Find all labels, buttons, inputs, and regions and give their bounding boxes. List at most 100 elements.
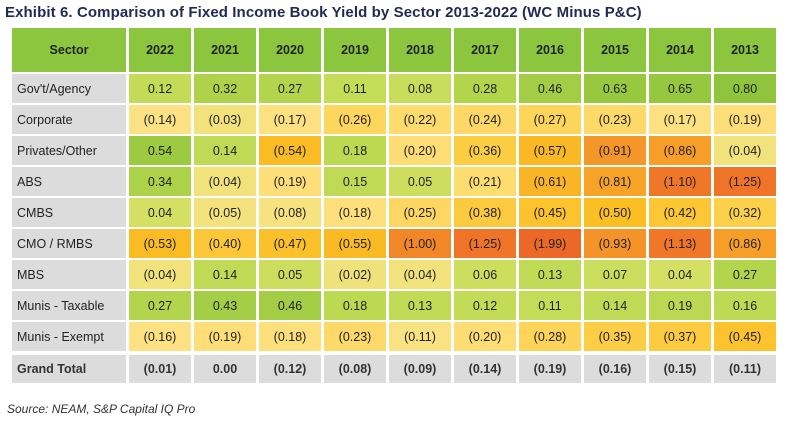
heat-cell: (0.37) bbox=[649, 320, 711, 351]
heat-cell: (0.93) bbox=[584, 227, 646, 258]
heat-cell: (0.19) bbox=[259, 165, 321, 196]
heat-cell: 0.43 bbox=[194, 289, 256, 320]
year-header: 2020 bbox=[259, 28, 321, 72]
heat-cell: (0.26) bbox=[324, 103, 386, 134]
heat-cell: (0.14) bbox=[129, 103, 191, 134]
year-header: 2013 bbox=[714, 28, 776, 72]
heat-cell: (0.45) bbox=[714, 320, 776, 351]
heat-cell: (0.21) bbox=[454, 165, 516, 196]
heat-cell: (0.53) bbox=[129, 227, 191, 258]
heat-cell: 0.18 bbox=[324, 289, 386, 320]
heat-cell: (0.47) bbox=[259, 227, 321, 258]
heat-cell: (0.22) bbox=[389, 103, 451, 134]
sector-label: ABS bbox=[12, 165, 126, 196]
heat-cell: 0.63 bbox=[584, 72, 646, 103]
sector-label: CMBS bbox=[12, 196, 126, 227]
heat-cell: (0.18) bbox=[259, 320, 321, 351]
heat-cell: (0.61) bbox=[519, 165, 581, 196]
chart-title: Exhibit 6. Comparison of Fixed Income Bo… bbox=[5, 4, 642, 21]
total-cell: (0.08) bbox=[324, 355, 386, 383]
heat-cell: 0.14 bbox=[194, 258, 256, 289]
heat-cell: 0.07 bbox=[584, 258, 646, 289]
header-row: Sector 2022 2021 2020 2019 2018 2017 2016 2015 2… bbox=[12, 28, 776, 72]
heat-cell: (0.91) bbox=[584, 134, 646, 165]
heat-cell: 0.65 bbox=[649, 72, 711, 103]
heat-cell: 0.15 bbox=[324, 165, 386, 196]
heat-cell: 0.27 bbox=[259, 72, 321, 103]
heat-cell: 0.27 bbox=[714, 258, 776, 289]
heat-cell: (0.81) bbox=[584, 165, 646, 196]
heat-cell: (0.42) bbox=[649, 196, 711, 227]
heat-cell: 0.18 bbox=[324, 134, 386, 165]
heat-cell: 0.46 bbox=[519, 72, 581, 103]
heat-cell: 0.11 bbox=[519, 289, 581, 320]
heat-cell: 0.06 bbox=[454, 258, 516, 289]
heat-cell: 0.80 bbox=[714, 72, 776, 103]
heat-cell: (0.17) bbox=[649, 103, 711, 134]
heat-cell: 0.16 bbox=[714, 289, 776, 320]
heat-cell: 0.54 bbox=[129, 134, 191, 165]
total-cell: (0.09) bbox=[389, 355, 451, 383]
sector-label: CMO / RMBS bbox=[12, 227, 126, 258]
heat-cell: 0.32 bbox=[194, 72, 256, 103]
heat-cell: (0.24) bbox=[454, 103, 516, 134]
grand-total-label: Grand Total bbox=[12, 355, 126, 383]
year-header: 2021 bbox=[194, 28, 256, 72]
heat-cell: (0.08) bbox=[259, 196, 321, 227]
heat-cell: (1.99) bbox=[519, 227, 581, 258]
source-note: Source: NEAM, S&P Capital IQ Pro bbox=[7, 402, 196, 416]
sector-row: CMBS 0.04 (0.05) (0.08) (0.18) (0.25) (0.38) (0… bbox=[12, 196, 776, 227]
year-header: 2017 bbox=[454, 28, 516, 72]
sector-row: ABS 0.34 (0.04) (0.19) 0.15 0.05 (0.21) (0.61)(… bbox=[12, 165, 776, 196]
heat-cell: (0.28) bbox=[519, 320, 581, 351]
year-header: 2014 bbox=[649, 28, 711, 72]
heat-cell: (0.18) bbox=[324, 196, 386, 227]
heat-cell: (0.36) bbox=[454, 134, 516, 165]
heat-cell: 0.13 bbox=[389, 289, 451, 320]
heat-cell: 0.14 bbox=[194, 134, 256, 165]
heat-cell: (0.16) bbox=[129, 320, 191, 351]
heat-cell: (0.04) bbox=[389, 258, 451, 289]
total-cell: (0.15) bbox=[649, 355, 711, 383]
heat-cell: 0.28 bbox=[454, 72, 516, 103]
heat-cell: (0.02) bbox=[324, 258, 386, 289]
heat-cell: (0.32) bbox=[714, 196, 776, 227]
heat-cell: (0.27) bbox=[519, 103, 581, 134]
heat-cell: (0.04) bbox=[714, 134, 776, 165]
heatmap-table: Sector 2022 2021 2020 2019 2018 2017 2016 2015 2… bbox=[9, 28, 779, 383]
heat-cell: (0.17) bbox=[259, 103, 321, 134]
sector-row: Munis - Exempt (0.16) (0.19) (0.18) (0.23) (0… bbox=[12, 320, 776, 351]
heat-cell: 0.05 bbox=[389, 165, 451, 196]
sector-row: Privates/Other 0.54 0.14 (0.54) 0.18 (0.20) (0… bbox=[12, 134, 776, 165]
heat-cell: (0.23) bbox=[324, 320, 386, 351]
heat-cell: (0.19) bbox=[194, 320, 256, 351]
heat-cell: 0.04 bbox=[649, 258, 711, 289]
heat-cell: 0.13 bbox=[519, 258, 581, 289]
heat-cell: 0.12 bbox=[129, 72, 191, 103]
total-cell: (0.14) bbox=[454, 355, 516, 383]
total-cell: (0.01) bbox=[129, 355, 191, 383]
heat-cell: (1.13) bbox=[649, 227, 711, 258]
sector-row: MBS (0.04) 0.14 0.05 (0.02) (0.04) 0.06 0.13 0.0… bbox=[12, 258, 776, 289]
heat-cell: (0.05) bbox=[194, 196, 256, 227]
heat-cell: 0.04 bbox=[129, 196, 191, 227]
heat-cell: 0.11 bbox=[324, 72, 386, 103]
heat-cell: (0.86) bbox=[714, 227, 776, 258]
heat-cell: (0.23) bbox=[584, 103, 646, 134]
sector-label: Privates/Other bbox=[12, 134, 126, 165]
sector-row: Corporate (0.14) (0.03) (0.17) (0.26) (0.22)(… bbox=[12, 103, 776, 134]
heat-cell: (0.20) bbox=[454, 320, 516, 351]
total-cell: (0.12) bbox=[259, 355, 321, 383]
grand-total-row: Grand Total (0.01) 0.00 (0.12) (0.08) (0.09)(… bbox=[12, 355, 776, 383]
heat-cell: (0.04) bbox=[129, 258, 191, 289]
total-cell: (0.11) bbox=[714, 355, 776, 383]
heat-cell: (1.25) bbox=[454, 227, 516, 258]
year-header: 2022 bbox=[129, 28, 191, 72]
heat-cell: (1.25) bbox=[714, 165, 776, 196]
heat-cell: (0.03) bbox=[194, 103, 256, 134]
heat-cell: (0.57) bbox=[519, 134, 581, 165]
heat-cell: 0.12 bbox=[454, 289, 516, 320]
heat-cell: 0.14 bbox=[584, 289, 646, 320]
heat-cell: (0.11) bbox=[389, 320, 451, 351]
sector-label: Corporate bbox=[12, 103, 126, 134]
